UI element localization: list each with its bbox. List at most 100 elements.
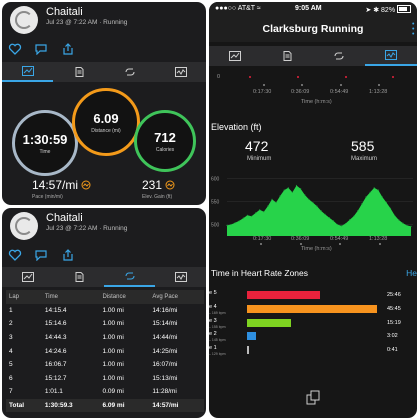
hr-zone-range: – 169 bpm bbox=[209, 310, 226, 315]
tab-summary[interactable] bbox=[2, 267, 53, 287]
hr-zones-help-link[interactable]: He bbox=[406, 268, 417, 278]
elev-gain-label: Elev. Gain (ft) bbox=[142, 194, 173, 200]
hr-zone-bar[interactable] bbox=[247, 346, 249, 355]
activity-user-name[interactable]: Chaitali bbox=[46, 212, 83, 224]
lap-row[interactable]: 3 14:44.3 1.00 mi 14:44/mi bbox=[6, 331, 204, 345]
lap-cell: 14:16/mi bbox=[152, 306, 178, 314]
lap-row[interactable]: 7 1:01.1 0.09 mi 11:28/mi bbox=[6, 385, 204, 399]
elevation-point bbox=[369, 191, 371, 193]
tick-dot bbox=[340, 84, 342, 86]
pace-label: Pace (min/mi) bbox=[32, 194, 63, 200]
tab-details[interactable] bbox=[53, 62, 104, 82]
activity-header: Chaitali Jul 23 @ 7:22 AM · Running bbox=[2, 208, 206, 244]
status-time: 9:05 AM bbox=[295, 5, 322, 12]
hr-zone-bar[interactable] bbox=[247, 318, 291, 327]
lap-row[interactable]: 5 16:06.7 1.00 mi 16:07/mi bbox=[6, 358, 204, 372]
location-icon: ➤ bbox=[365, 7, 372, 14]
share-icon[interactable] bbox=[61, 249, 75, 261]
lap-cell: 14:44.3 bbox=[44, 334, 67, 342]
elevation-area bbox=[227, 185, 411, 236]
document-icon bbox=[283, 51, 292, 61]
hr-zone-bar[interactable] bbox=[247, 332, 256, 341]
activity-user-name[interactable]: Chaitali bbox=[46, 6, 83, 18]
elevation-point bbox=[316, 205, 318, 207]
hr-zones-title: Time in Heart Rate Zones bbox=[211, 268, 308, 278]
avatar[interactable] bbox=[10, 212, 38, 240]
distance-ring[interactable]: 6.09 Distance (mi) bbox=[72, 88, 140, 156]
hr-zone-bar[interactable] bbox=[247, 304, 377, 313]
document-icon bbox=[75, 67, 83, 77]
elevation-point bbox=[250, 215, 253, 217]
activity-subtitle: Jul 23 @ 7:22 AM · Running bbox=[46, 225, 128, 232]
time-ring[interactable]: 1:30:59 Time bbox=[12, 110, 78, 176]
tab-summary[interactable] bbox=[2, 62, 53, 82]
tab-summary[interactable] bbox=[209, 46, 261, 66]
hr-zone-label: e 1 bbox=[209, 345, 217, 352]
lap-row[interactable]: 1 14:15.4 1.00 mi 14:16/mi bbox=[6, 304, 204, 318]
lap-cell: 1.00 mi bbox=[102, 374, 124, 382]
hr-zone-label: e 2 bbox=[209, 331, 217, 338]
elevation-point bbox=[246, 214, 248, 216]
compare-icon[interactable] bbox=[305, 390, 321, 406]
more-options-icon[interactable]: • • • bbox=[412, 21, 415, 38]
elevation-point bbox=[287, 187, 289, 189]
avatar[interactable] bbox=[10, 6, 38, 34]
comment-icon[interactable] bbox=[34, 43, 48, 55]
laps-total-row: Total 1:30:59.3 6.09 mi 14:57/mi bbox=[6, 398, 204, 413]
lap-row[interactable]: 4 14:24.6 1.00 mi 14:25/mi bbox=[6, 344, 204, 358]
elevation-point bbox=[300, 188, 302, 190]
tab-laps[interactable] bbox=[104, 62, 155, 82]
tab-laps[interactable] bbox=[104, 267, 155, 287]
pace-value: 14:57/mi bbox=[32, 178, 79, 192]
elevation-min-value: 472 bbox=[245, 138, 269, 154]
elevation-point bbox=[263, 211, 265, 213]
elevation-point bbox=[340, 225, 343, 227]
lap-cell: 14:15.4 bbox=[44, 306, 67, 314]
elevation-tick-dot bbox=[339, 243, 341, 245]
elevation-point bbox=[255, 212, 257, 214]
tab-details[interactable] bbox=[261, 46, 313, 66]
time-tick-3: 1:13:28 bbox=[369, 89, 388, 95]
elevation-point bbox=[406, 224, 408, 226]
tab-charts[interactable] bbox=[155, 62, 206, 82]
elevation-point bbox=[279, 195, 281, 197]
calories-label: Calories bbox=[155, 146, 175, 153]
lap-row[interactable]: 6 15:12.7 1.00 mi 15:13/mi bbox=[6, 372, 204, 386]
hr-zone-bar[interactable] bbox=[247, 291, 321, 299]
time-value: 1:30:59 bbox=[22, 131, 68, 147]
tick-dot bbox=[378, 84, 380, 86]
tab-charts[interactable] bbox=[365, 46, 417, 66]
tab-charts[interactable] bbox=[155, 267, 206, 287]
lap-cell: 15:14.6 bbox=[44, 320, 67, 328]
hr-zones-section: Time in Heart Rate Zones He e 5 25:46 e 4–… bbox=[209, 264, 417, 374]
lap-row[interactable]: 2 15:14.6 1.00 mi 15:14/mi bbox=[6, 317, 204, 331]
activity-actions bbox=[8, 248, 83, 262]
like-heart-icon[interactable] bbox=[8, 249, 22, 261]
avatar-spiral-icon bbox=[15, 217, 33, 235]
nav-title: Clarksburg Running bbox=[262, 23, 364, 35]
like-heart-icon[interactable] bbox=[8, 43, 22, 55]
elevation-point bbox=[226, 224, 228, 226]
elevation-point bbox=[312, 201, 314, 204]
hr-zone-time: 3:02 bbox=[387, 333, 398, 340]
lap-cell: 16:06.7 bbox=[44, 361, 67, 369]
elevation-point bbox=[381, 196, 383, 198]
elevation-point bbox=[230, 223, 232, 226]
laps-loop-icon bbox=[124, 68, 135, 76]
elevation-point bbox=[259, 209, 261, 211]
elevation-point bbox=[349, 219, 351, 221]
elevation-tick-dot bbox=[379, 243, 381, 245]
lap-cell: 16:07/mi bbox=[152, 361, 178, 369]
tab-details[interactable] bbox=[53, 267, 104, 287]
calories-ring[interactable]: 712 Calories bbox=[134, 110, 196, 172]
elevation-point bbox=[271, 198, 273, 200]
elevation-point bbox=[365, 196, 367, 198]
elevation-point bbox=[291, 191, 293, 193]
elevation-max-value: 585 bbox=[351, 138, 375, 154]
bluetooth-icon: ✱ bbox=[373, 7, 380, 14]
tab-laps[interactable] bbox=[313, 46, 365, 66]
hr-zone-range: – 155 bpm bbox=[209, 324, 226, 329]
distance-value: 6.09 bbox=[93, 110, 119, 126]
share-icon[interactable] bbox=[61, 43, 75, 55]
comment-icon[interactable] bbox=[34, 249, 48, 261]
